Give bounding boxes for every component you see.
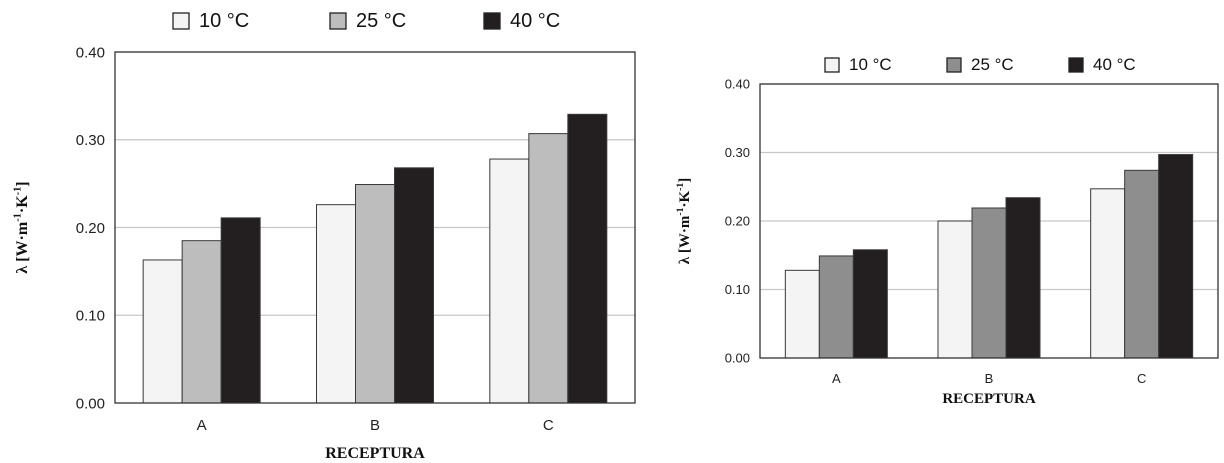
y-tick-label: 0.20 — [725, 214, 750, 229]
bar-C-1 — [489, 158, 530, 404]
legend-swatch — [172, 12, 190, 30]
y-tick-label: 0.30 — [725, 145, 750, 160]
legend-swatch — [483, 12, 501, 30]
x-tick-label: B — [370, 417, 380, 434]
y-tick-label: 0.00 — [725, 351, 750, 366]
bar-A-3 — [852, 249, 888, 359]
bar-C-2 — [1124, 169, 1160, 359]
legend-label: 25 °C — [971, 55, 1014, 74]
y-tick-label: 0.10 — [725, 282, 750, 297]
bar-C-3 — [567, 113, 608, 404]
bar-B-3 — [394, 167, 434, 404]
bar-A-1 — [784, 269, 820, 359]
x-tick-label: A — [832, 371, 841, 386]
x-axis-title: RECEPTURA — [942, 391, 1036, 407]
legend-label: 10 °C — [849, 55, 892, 74]
bar-A-3 — [220, 217, 261, 404]
legend-label: 40 °C — [1093, 55, 1136, 74]
y-tick-label: 0.40 — [76, 44, 105, 61]
legend-swatch — [946, 57, 962, 73]
bar-C-1 — [1090, 188, 1126, 359]
x-tick-label: B — [985, 371, 994, 386]
chart-left: 0.00 0.10 0.20 0.30 0.40 A B C RECEPTURA λ [W·m-1… — [13, 10, 636, 462]
bar-B-3 — [1005, 197, 1041, 359]
y-tick-label: 0.30 — [76, 132, 105, 149]
y-tick-label: 0.20 — [76, 220, 105, 237]
bar-B-1 — [316, 204, 356, 404]
x-axis-title: RECEPTURA — [325, 445, 425, 462]
plot-frame — [759, 83, 1219, 359]
y-tick-label: 0.10 — [76, 308, 105, 325]
x-tick-label: C — [1137, 371, 1146, 386]
legend-label: 40 °C — [510, 10, 560, 32]
y-tick-label: 0.40 — [725, 77, 750, 92]
y-tick-label: 0.00 — [76, 395, 105, 412]
plot-frame — [114, 51, 636, 404]
bar-B-2 — [971, 207, 1007, 359]
legend-label: 25 °C — [356, 10, 406, 32]
bar-A-2 — [818, 255, 854, 359]
chart-right: 0.00 0.10 0.20 0.30 0.40 A B C RECEPTURA λ [W·m-1… — [675, 55, 1219, 407]
y-axis-title: λ [W·m-1·K-1] — [675, 178, 693, 265]
legend-swatch — [1068, 57, 1084, 73]
x-tick-label: A — [197, 417, 207, 434]
bar-C-2 — [528, 133, 569, 404]
bar-C-3 — [1158, 154, 1194, 359]
bar-B-1 — [937, 220, 973, 359]
y-axis-title: λ [W·m-1·K-1] — [13, 181, 31, 273]
legend-label: 10 °C — [199, 10, 249, 32]
x-tick-label: C — [543, 417, 554, 434]
legend-swatch — [329, 12, 347, 30]
legend-swatch — [824, 57, 840, 73]
bar-B-2 — [355, 184, 395, 404]
bar-A-1 — [142, 259, 183, 404]
bar-A-2 — [181, 240, 222, 404]
